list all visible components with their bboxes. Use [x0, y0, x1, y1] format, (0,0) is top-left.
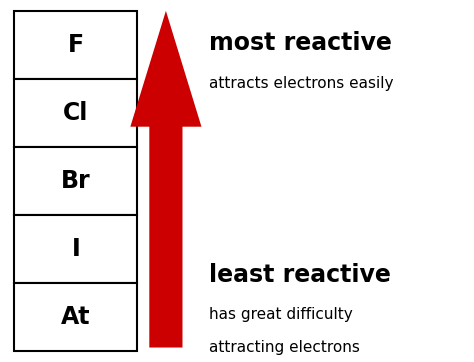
- Text: At: At: [61, 305, 91, 329]
- Polygon shape: [130, 11, 201, 348]
- Text: attracting electrons: attracting electrons: [209, 340, 359, 355]
- Text: most reactive: most reactive: [209, 31, 392, 55]
- Text: least reactive: least reactive: [209, 263, 391, 287]
- Text: Cl: Cl: [63, 101, 89, 125]
- Bar: [14, 283, 137, 351]
- Bar: [14, 147, 137, 215]
- Text: Br: Br: [61, 169, 91, 193]
- Text: attracts electrons easily: attracts electrons easily: [209, 76, 393, 91]
- Text: has great difficulty: has great difficulty: [209, 307, 352, 323]
- Text: F: F: [68, 33, 84, 57]
- Bar: [14, 79, 137, 147]
- Text: I: I: [72, 237, 80, 261]
- Bar: [14, 11, 137, 79]
- Bar: [14, 215, 137, 283]
